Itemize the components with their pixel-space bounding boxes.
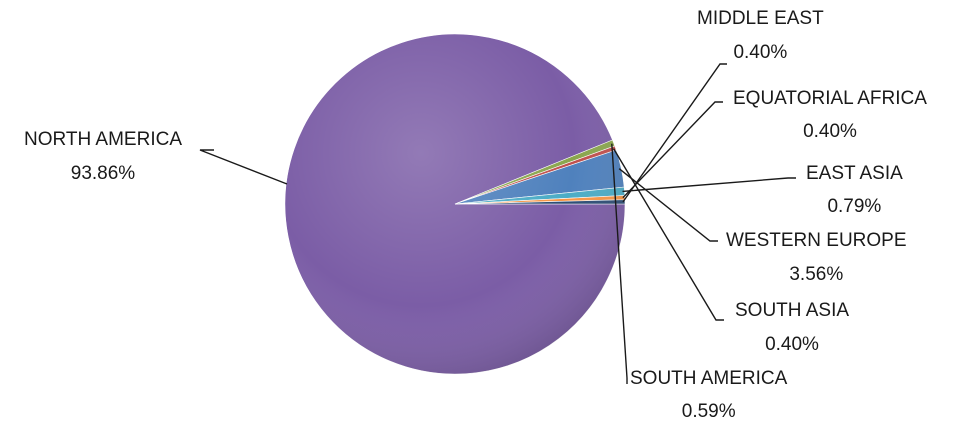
- leader-line-south-asia: [612, 148, 724, 321]
- data-labels: NORTH AMERICA 93.86% SOUTH AMERICA 0.59% SOU…: [24, 8, 927, 422]
- leader-lines: [199, 63, 796, 384]
- data-label-category-south-asia: SOUTH ASIA: [735, 300, 849, 321]
- data-label-category-south-america: SOUTH AMERICA: [630, 368, 788, 389]
- leader-line-western-europe: [618, 168, 718, 242]
- data-label-value-north-america: 93.86%: [71, 163, 136, 184]
- leader-line-south-america: [611, 143, 628, 384]
- data-label-category-north-america: NORTH AMERICA: [24, 129, 182, 150]
- data-label-category-western-europe: WESTERN EUROPE: [726, 230, 907, 251]
- pie-slices: [284, 33, 626, 375]
- data-label-value-equatorial-africa: 0.40%: [803, 121, 857, 142]
- leader-line-middle-east: [622, 63, 727, 203]
- data-label-category-equatorial-africa: EQUATORIAL AFRICA: [733, 88, 927, 109]
- data-label-value-south-asia: 0.40%: [765, 334, 819, 355]
- leader-line-equatorial-africa: [622, 101, 723, 199]
- data-label-category-middle-east: MIDDLE EAST: [697, 8, 824, 29]
- data-label-value-east-asia: 0.79%: [827, 196, 881, 217]
- data-label-category-east-asia: EAST ASIA: [806, 163, 903, 184]
- leader-line-east-asia: [622, 177, 796, 193]
- data-label-value-south-america: 0.59%: [682, 401, 736, 421]
- data-label-value-western-europe: 3.56%: [789, 264, 843, 285]
- leader-line-north-america: [199, 149, 288, 185]
- data-label-value-middle-east: 0.40%: [733, 42, 787, 63]
